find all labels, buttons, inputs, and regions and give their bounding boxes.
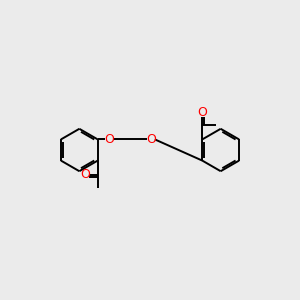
Text: O: O [197, 106, 207, 119]
Text: O: O [80, 168, 90, 181]
Text: O: O [104, 133, 114, 146]
Text: O: O [146, 133, 156, 146]
